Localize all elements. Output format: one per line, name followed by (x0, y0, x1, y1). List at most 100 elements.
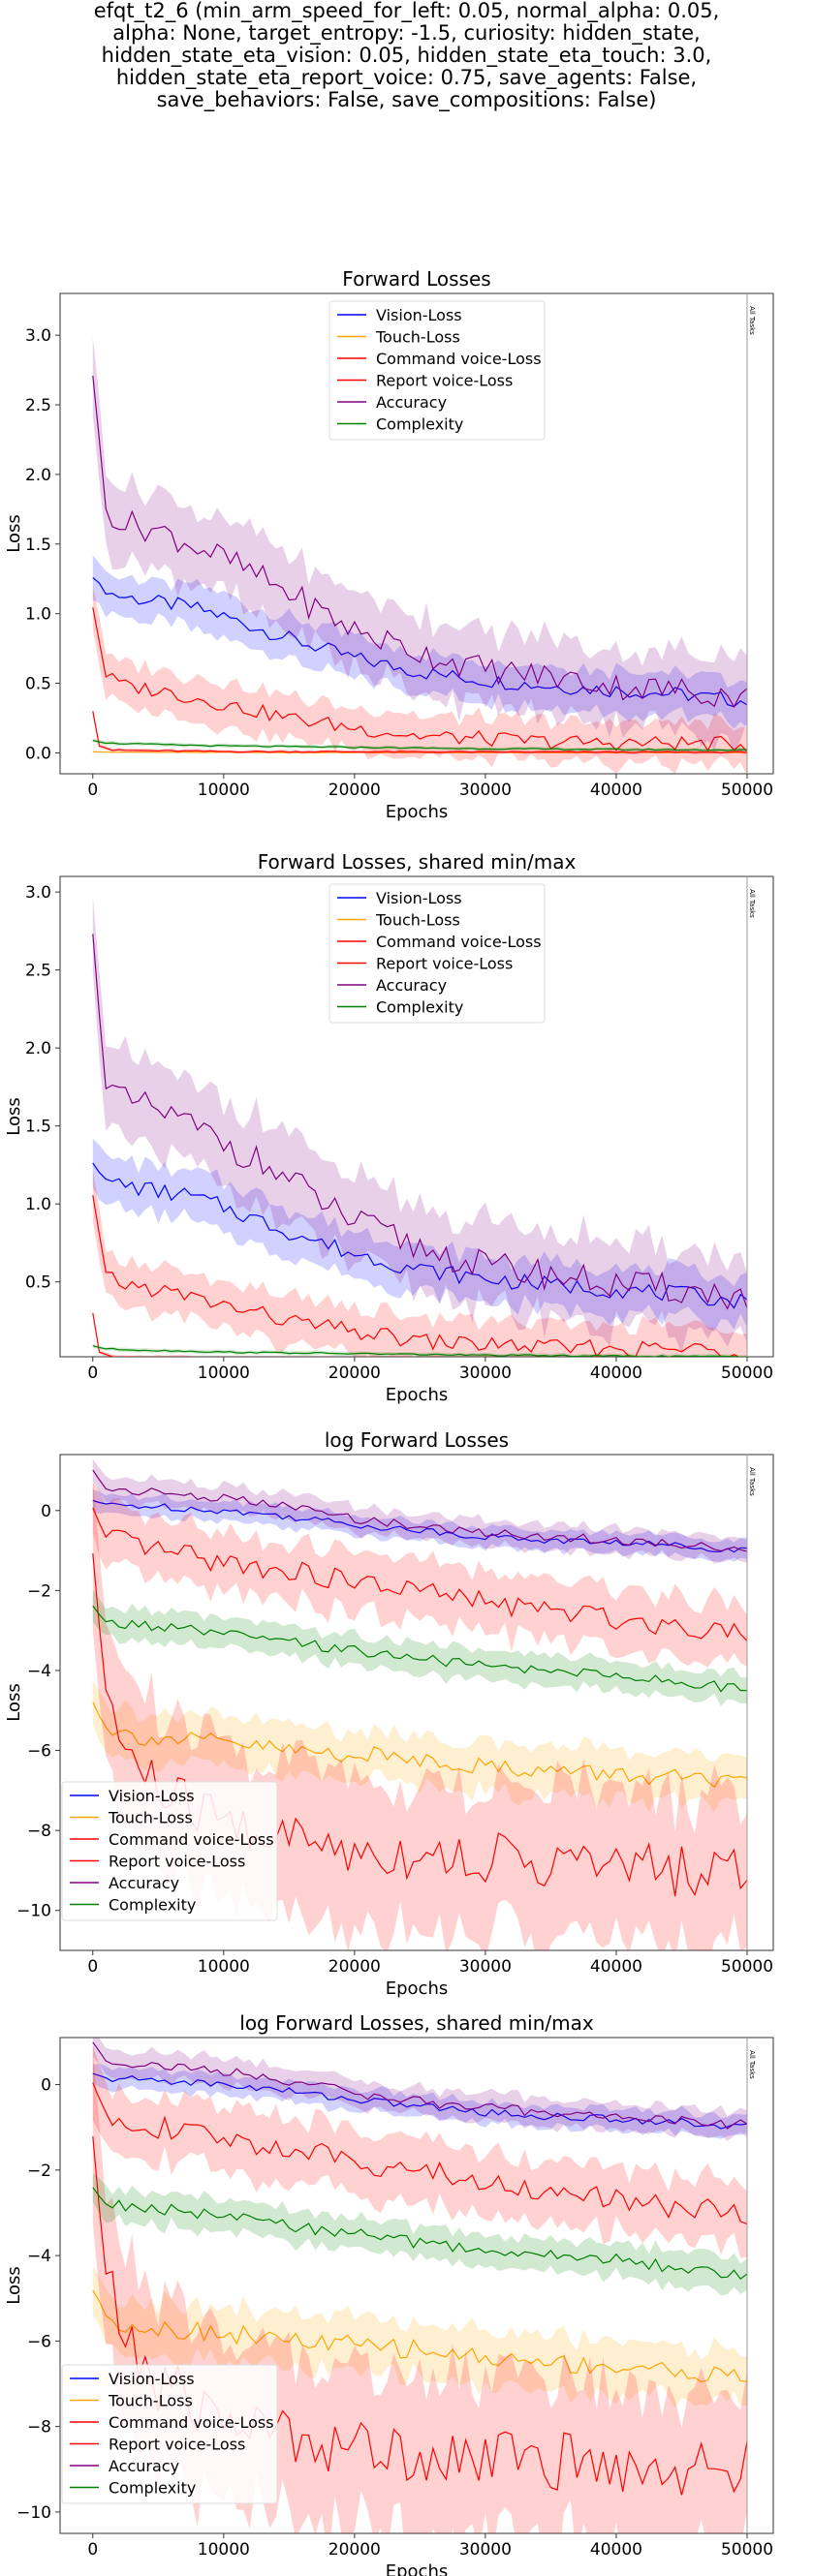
legend-label: Touch-Loss (375, 911, 460, 930)
x-tick-label: 20000 (328, 1364, 381, 1383)
legend-label: Report voice-Loss (109, 2436, 245, 2454)
chart-title: log Forward Losses, shared min/max (239, 2011, 594, 2035)
x-tick-label: 30000 (459, 781, 512, 800)
series-band (92, 2173, 748, 2296)
series-line (92, 1469, 748, 1552)
y-tick-label: 3.0 (25, 883, 51, 903)
chart-log-forward-losses: log Forward Losses 0 10000 20000 30000 40000 5… (4, 1428, 774, 1999)
y-tick-label: 2.5 (25, 396, 51, 415)
series-band (92, 1138, 748, 1333)
x-tick-label: 40000 (590, 2540, 642, 2560)
legend: Vision-Loss Touch-Loss Command voice-Loss R… (61, 1781, 278, 1921)
legend-label: Report voice-Loss (376, 955, 513, 973)
legend-label: Vision-Loss (376, 889, 462, 907)
legend-label: Touch-Loss (108, 2392, 193, 2410)
legend-label: Accuracy (109, 1874, 179, 1892)
series-band (92, 2266, 748, 2408)
legend-label: Command voice-Loss (376, 933, 542, 951)
y-tick-label: −2 (27, 2162, 51, 2181)
x-tick-label: 0 (87, 1957, 98, 1977)
y-tick-label: −8 (27, 1822, 51, 1841)
legend-box (61, 2364, 278, 2504)
legend-label: Complexity (376, 998, 463, 1017)
chart-log-forward-losses-shared: log Forward Losses, shared min/max 0 10000… (4, 2011, 774, 2576)
x-tick-label: 50000 (721, 781, 773, 800)
x-tick-label: 0 (87, 2540, 98, 2560)
x-axis-label: Epochs (386, 1385, 449, 1405)
y-tick-label: −10 (16, 2503, 51, 2523)
plot-frame (59, 292, 774, 775)
series-band (93, 1358, 747, 1360)
chart-forward-losses: Forward Losses 0 10000 20000 30000 40000 50000… (4, 267, 774, 822)
plot-frame (59, 2037, 774, 2534)
legend-label: Command voice-Loss (109, 2413, 274, 2432)
task-marker-label: All Tasks (748, 889, 756, 918)
legend-box (328, 300, 546, 441)
series-band (92, 896, 748, 1354)
legend-label: Report voice-Loss (109, 1853, 245, 1871)
series-line (92, 934, 748, 1310)
x-tick-label: 30000 (459, 2540, 512, 2560)
series-line (92, 607, 748, 752)
series-line (92, 2289, 748, 2383)
x-tick-label: 0 (87, 1364, 98, 1383)
y-tick-label: −2 (27, 1581, 51, 1601)
x-tick-label: 20000 (328, 1957, 381, 1977)
legend-label: Vision-Loss (376, 306, 462, 324)
x-tick-label: 50000 (721, 1957, 773, 1977)
series-line (92, 1702, 748, 1789)
legend-label: Complexity (109, 2479, 196, 2498)
y-tick-label: 3.0 (25, 326, 51, 346)
legend-label: Accuracy (109, 2457, 179, 2475)
x-tick-label: 30000 (459, 1957, 512, 1977)
legend: Vision-Loss Touch-Loss Command voice-Loss R… (61, 2364, 278, 2504)
x-axis-label: Epochs (386, 802, 449, 822)
suptitle-line: save_behaviors: False, save_compositions… (156, 88, 657, 111)
legend-label: Touch-Loss (108, 1809, 193, 1827)
chart-forward-losses-shared: Forward Losses, shared min/max 0 10000 2000… (4, 850, 774, 1405)
series-line (92, 2072, 748, 2130)
y-axis-label: Loss (4, 2266, 24, 2304)
series-line (92, 2187, 748, 2281)
series-line (92, 576, 748, 708)
suptitle-line: alpha: None, target_entropy: -1.5, curio… (112, 21, 701, 45)
plot-frame (59, 875, 774, 1358)
series-line (92, 1162, 748, 1309)
series-group (92, 336, 748, 774)
legend-label: Command voice-Loss (109, 1830, 274, 1849)
series-line (92, 1499, 748, 1553)
y-tick-label: 1.0 (25, 1195, 51, 1214)
legend-box (61, 1781, 278, 1921)
series-line (92, 2041, 748, 2130)
task-marker-label: All Tasks (748, 306, 756, 335)
y-axis-label: Loss (4, 1097, 24, 1135)
series-line (92, 1195, 740, 1357)
x-tick-label: 10000 (198, 781, 250, 800)
y-tick-label: −4 (27, 2247, 51, 2266)
x-tick-label: 20000 (328, 781, 381, 800)
legend: Vision-Loss Touch-Loss Command voice-Loss R… (328, 883, 546, 1024)
suptitle-line: hidden_state_eta_vision: 0.05, hidden_st… (101, 44, 712, 67)
legend-label: Report voice-Loss (376, 372, 513, 390)
legend: Vision-Loss Touch-Loss Command voice-Loss R… (328, 300, 546, 441)
series-band (92, 1458, 748, 1564)
chart-title: Forward Losses, shared min/max (258, 850, 577, 874)
x-tick-label: 0 (87, 781, 98, 800)
figure-suptitle: efqt_t2_6 (min_arm_speed_for_left: 0.05,… (0, 0, 813, 111)
x-tick-label: 10000 (198, 1957, 250, 1977)
series-band (92, 2045, 748, 2258)
x-tick-label: 40000 (590, 1957, 642, 1977)
x-tick-label: 10000 (198, 1364, 250, 1383)
series-band (92, 1489, 748, 1562)
legend-label: Command voice-Loss (376, 350, 542, 368)
series-line (92, 1605, 747, 1693)
legend-label: Accuracy (376, 976, 447, 995)
x-axis-label: Epochs (386, 1978, 449, 1999)
task-marker-label: All Tasks (748, 1467, 756, 1496)
series-band (92, 2038, 747, 2141)
legend-label: Complexity (376, 415, 463, 434)
legend-box (328, 883, 546, 1024)
x-tick-label: 40000 (590, 781, 642, 800)
x-tick-label: 30000 (459, 1364, 512, 1383)
y-tick-label: 0.0 (25, 744, 51, 763)
